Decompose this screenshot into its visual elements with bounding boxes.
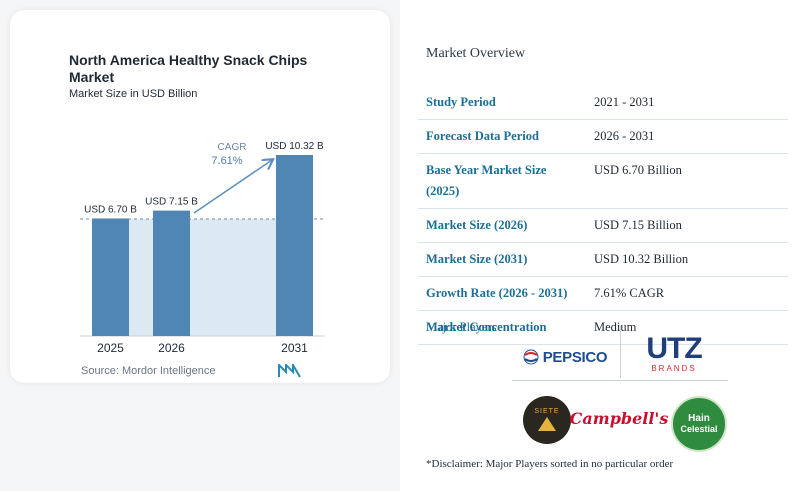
- row-key: Forecast Data Period: [426, 129, 539, 143]
- utz-brands-text: BRANDS: [651, 363, 697, 373]
- x-tick-2026: 2026: [158, 341, 185, 355]
- row-value: USD 10.32 Billion: [594, 252, 689, 266]
- row-key: Base Year Market Size (2025): [426, 163, 547, 198]
- overview-title: Market Overview: [426, 46, 526, 61]
- x-tick-2031: 2031: [281, 341, 308, 355]
- logo-divider-v: [620, 326, 621, 378]
- hain-celestial-logo: Hain Celestial: [671, 396, 727, 452]
- source-text: Source: Mordor Intelligence: [81, 365, 216, 377]
- cagr-arrow: [193, 160, 272, 214]
- siete-logo: SIETE: [523, 396, 571, 444]
- table-row: Market Size (2026) USD 7.15 Billion: [418, 209, 788, 243]
- row-key: Market Size (2026): [426, 218, 528, 232]
- bar-2026: [153, 210, 190, 336]
- bar-2031: [276, 155, 313, 336]
- row-value: 2021 - 2031: [594, 95, 655, 109]
- mordor-logo-icon: [278, 364, 301, 378]
- siete-text: SIETE: [534, 407, 560, 415]
- row-value: Medium: [594, 320, 637, 334]
- celestial-text: Celestial: [680, 424, 718, 434]
- overview-table: Study Period 2021 - 2031 Forecast Data Pe…: [418, 86, 788, 345]
- table-row: Base Year Market Size (2025) USD 6.70 Bil…: [418, 154, 788, 209]
- table-row: Growth Rate (2026 - 2031) 7.61% CAGR: [418, 277, 788, 311]
- utz-logo: UTZ BRANDS: [626, 328, 722, 378]
- row-value: USD 7.15 Billion: [594, 218, 682, 232]
- logo-divider-h: [512, 380, 728, 381]
- campbells-logo: Campbell's: [570, 400, 669, 436]
- row-key: Market Concentration: [426, 320, 547, 334]
- x-tick-2025: 2025: [97, 341, 124, 355]
- row-value: 7.61% CAGR: [594, 286, 665, 300]
- projection-band: [129, 219, 276, 336]
- bar-2025: [92, 218, 129, 336]
- cagr-value: 7.61%: [211, 155, 242, 167]
- hain-text: Hain: [688, 413, 710, 424]
- table-row: Forecast Data Period 2026 - 2031: [418, 120, 788, 154]
- row-value: 2026 - 2031: [594, 129, 655, 143]
- chart-title: North America Healthy Snack Chips Market: [69, 52, 308, 85]
- row-key: Growth Rate (2026 - 2031): [426, 286, 568, 300]
- data-label-2031: USD 10.32 B: [265, 141, 324, 152]
- table-row: Market Concentration Medium: [418, 311, 788, 345]
- row-key: Market Size (2031): [426, 252, 528, 266]
- row-value: USD 6.70 Billion: [594, 163, 682, 177]
- row-key: Study Period: [426, 95, 496, 109]
- overview-panel: [400, 0, 800, 491]
- chart-subtitle: Market Size in USD Billion: [69, 88, 198, 100]
- pepsi-globe-icon: [523, 349, 539, 365]
- campbells-text: Campbell's: [569, 408, 669, 428]
- utz-text: UTZ: [646, 331, 702, 365]
- chart-plot: USD 6.70 B 2025 USD 7.15 B 2026 USD 10.32 B 2…: [80, 141, 325, 355]
- cagr-label: CAGR: [218, 142, 247, 153]
- disclaimer-text: *Disclaimer: Major Players sorted in no …: [426, 458, 674, 470]
- table-row: Study Period 2021 - 2031: [418, 86, 788, 120]
- pepsico-text: PEPSICO: [542, 348, 608, 366]
- siete-emblem-icon: [538, 416, 556, 431]
- table-row: Market Size (2031) USD 10.32 Billion: [418, 243, 788, 277]
- data-label-2025: USD 6.70 B: [84, 204, 137, 215]
- pepsico-logo: PEPSICO: [511, 338, 619, 376]
- players-title: Major Players: [426, 320, 497, 334]
- data-label-2026: USD 7.15 B: [145, 197, 198, 208]
